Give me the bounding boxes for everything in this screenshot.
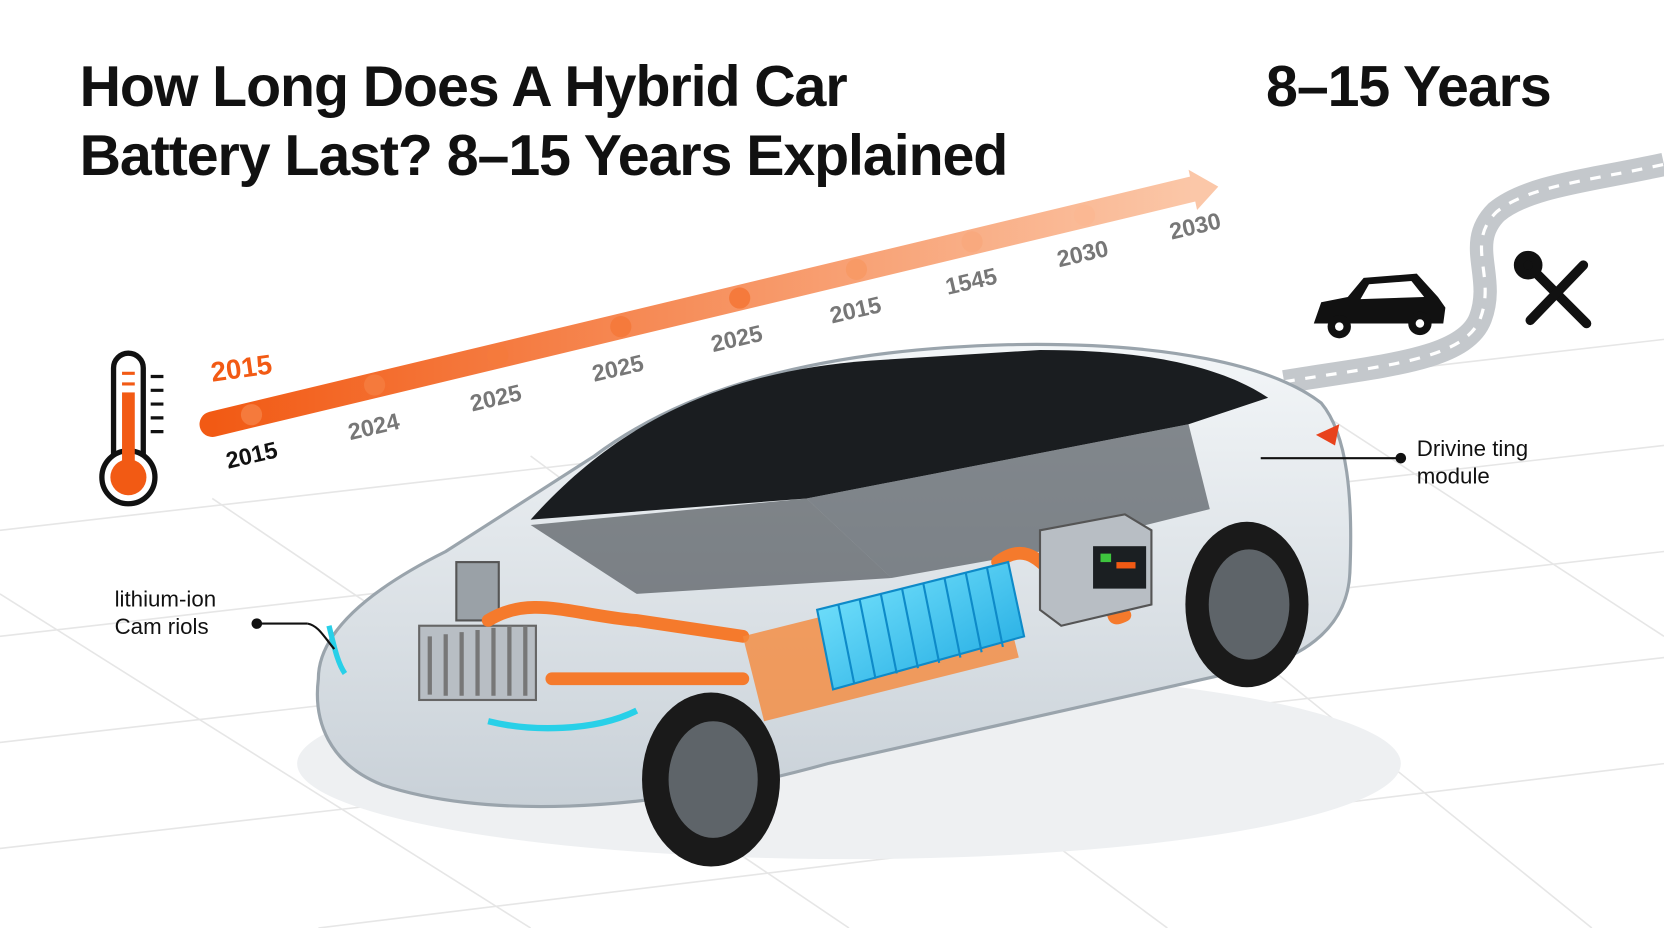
timeline-highlight: 2015 xyxy=(209,349,274,388)
timeline-label: 2030 xyxy=(1054,235,1110,272)
timeline-label: 2015 xyxy=(223,437,279,474)
timeline: 2015 xyxy=(199,169,1219,437)
title-line: Battery Last? 8–15 Years Explained xyxy=(80,124,1008,188)
title-line: How Long Does A Hybrid Car xyxy=(80,55,848,119)
tools-icon xyxy=(1513,250,1592,329)
timeline-label: 2025 xyxy=(708,320,764,357)
badge: 8–15 Years xyxy=(1266,55,1551,119)
timeline-label: 2025 xyxy=(468,379,524,416)
timeline-label: 1545 xyxy=(943,263,999,300)
callout-label: Drivine ting xyxy=(1417,436,1528,461)
car-icon xyxy=(1313,273,1446,339)
road xyxy=(1282,152,1664,394)
callout-lines xyxy=(251,452,1407,650)
timeline-label: 2024 xyxy=(345,408,401,445)
timeline-label: 2015 xyxy=(827,291,883,328)
callout-label: lithium-ion xyxy=(115,587,216,612)
timeline-label: 2025 xyxy=(590,350,646,387)
timeline-label: 2030 xyxy=(1167,208,1223,245)
hybrid-car xyxy=(297,342,1401,867)
thermometer xyxy=(99,350,164,507)
callout-label: module xyxy=(1417,464,1490,489)
callout-label: Cam riols xyxy=(115,614,209,639)
